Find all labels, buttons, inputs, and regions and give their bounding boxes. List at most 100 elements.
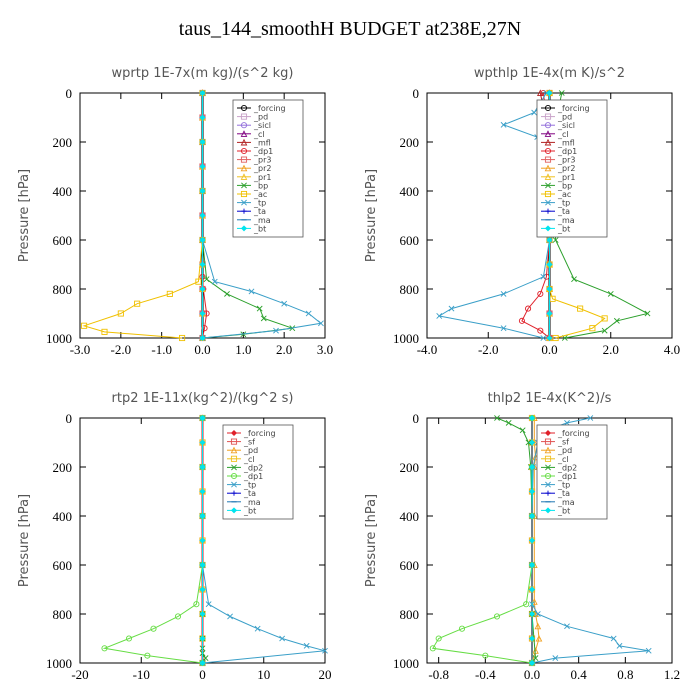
data-point	[199, 236, 206, 244]
data-point	[199, 512, 206, 520]
data-point	[528, 488, 536, 495]
legend: _forcing_pd_sicl_cl_mfl_dp1_pr3_pr2_pr1_…	[536, 99, 608, 238]
legend-label: _ta	[557, 207, 570, 216]
legend-label: _pd	[253, 113, 268, 122]
legend-swatch-marker	[240, 156, 248, 163]
legend-label: _ta	[253, 207, 266, 216]
y-tick-label: 600	[400, 233, 420, 248]
legend-swatch-marker	[545, 464, 551, 471]
series-dp1	[101, 414, 206, 667]
legend-swatch-marker	[240, 104, 248, 112]
data-point	[558, 90, 565, 96]
data-point	[543, 90, 550, 96]
data-point	[199, 89, 206, 97]
plot-frame	[426, 417, 673, 664]
legend-swatch-marker	[240, 164, 248, 172]
data-point	[150, 625, 157, 632]
data-point	[528, 659, 536, 667]
data-point	[101, 645, 108, 652]
legend-swatch-marker	[230, 438, 238, 445]
data-point	[305, 310, 312, 317]
data-point	[519, 427, 526, 434]
data-point	[174, 613, 182, 620]
legend-label: _forcing	[557, 104, 590, 113]
data-point	[429, 645, 436, 652]
data-point	[193, 601, 200, 608]
legend-swatch-marker	[544, 190, 552, 198]
data-point	[610, 635, 617, 642]
data-point	[448, 305, 455, 312]
data-point	[117, 310, 124, 317]
legend-label: _pr1	[557, 173, 575, 182]
data-point	[525, 305, 532, 312]
legend-label: _pd	[557, 113, 572, 122]
legend-label: _forcing	[253, 104, 286, 113]
data-point	[199, 586, 206, 593]
data-point	[224, 290, 230, 297]
series-ac	[81, 89, 206, 342]
legend-swatch-marker	[544, 130, 552, 137]
y-tick-label: 0	[66, 86, 73, 101]
y-tick-label: 400	[400, 184, 420, 199]
y-tick-label: 1000	[46, 656, 72, 671]
data-point	[435, 635, 442, 642]
legend: _forcing_sf_pd_cl_dp2_dp1_tp_ta_ma_bt	[222, 424, 294, 520]
legend-label: _dp2	[557, 463, 577, 472]
legend-swatch-marker	[544, 225, 552, 232]
x-tick-label: 20	[319, 667, 332, 682]
legend-swatch-marker	[544, 138, 552, 146]
data-point	[535, 634, 543, 642]
x-tick-label: 0.8	[617, 667, 633, 682]
data-point	[546, 334, 553, 342]
data-point	[199, 285, 206, 293]
legend-swatch-marker	[544, 446, 552, 454]
y-tick-label: 400	[53, 509, 73, 524]
legend-label: _ac	[557, 190, 571, 199]
y-axis-label: Pressure [hPa]	[17, 494, 32, 587]
series-bt	[199, 89, 206, 342]
data-point	[601, 327, 608, 334]
data-point	[528, 635, 536, 642]
data-point	[144, 652, 151, 659]
legend-swatch-marker	[544, 156, 552, 163]
legend: _forcing_pd_sicl_cl_mfl_dp1_pr3_pr2_pr1_…	[232, 99, 304, 238]
x-tick-label: -20	[71, 667, 88, 682]
data-point	[537, 327, 544, 334]
legend-label: _bt	[243, 506, 256, 515]
legend-swatch-marker	[230, 455, 238, 462]
y-tick-label: 200	[53, 460, 73, 475]
y-axis-label: Pressure [hPa]	[364, 169, 379, 262]
data-point	[199, 561, 206, 569]
x-tick-label: -0.4	[475, 667, 496, 682]
legend-swatch-marker	[545, 199, 551, 206]
legend-swatch-marker	[240, 138, 248, 146]
legend-label: _tp	[557, 481, 570, 490]
data-point	[528, 414, 536, 422]
legend-swatch-marker	[230, 472, 238, 480]
legend-label: _sicl	[557, 121, 575, 130]
y-tick-label: 0	[413, 86, 420, 101]
data-point	[199, 610, 206, 618]
data-point	[534, 622, 542, 630]
legend-swatch-marker	[231, 490, 237, 496]
data-point	[540, 273, 547, 280]
data-point	[279, 635, 286, 642]
legend-label: _dp1	[557, 147, 577, 156]
data-point	[482, 652, 489, 659]
data-point	[199, 635, 206, 642]
x-tick-label: 0.0	[194, 342, 210, 357]
x-tick-label: -0.8	[428, 667, 449, 682]
data-point	[644, 310, 651, 317]
series-line	[431, 418, 533, 664]
x-tick-label: 2.0	[276, 342, 292, 357]
legend-label: _ta	[557, 489, 570, 498]
legend-swatch-marker	[545, 208, 551, 214]
legend-swatch-marker	[231, 464, 237, 471]
data-point	[81, 322, 88, 329]
series-line	[437, 92, 550, 339]
data-point	[199, 212, 206, 219]
data-point	[273, 327, 279, 334]
legend-label: _dp1	[253, 147, 273, 156]
data-point	[195, 278, 202, 285]
data-point	[546, 310, 553, 317]
